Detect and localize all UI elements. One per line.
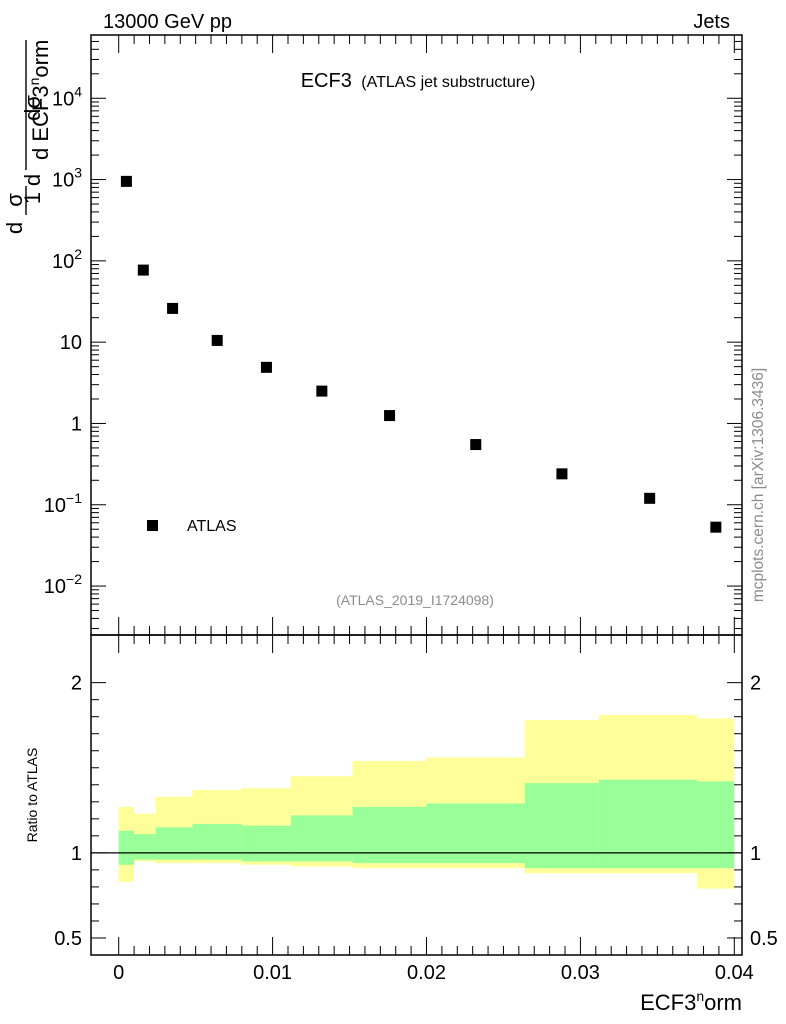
ylabel-ecf3: d ECF3 <box>28 85 53 160</box>
main-plot-frame <box>90 34 743 636</box>
ylabel-sigma-den: σ <box>2 193 27 207</box>
legend: ATLAS <box>147 518 237 535</box>
stat-uncertainty-band <box>118 830 135 865</box>
data-point <box>470 439 482 451</box>
legend-marker <box>147 520 158 531</box>
x-axis-label: ECF3norm <box>640 988 742 1015</box>
ylabel-d-num: d <box>20 174 45 186</box>
x-ticks <box>118 35 735 955</box>
y-tick-base: 10 <box>52 170 74 192</box>
stat-uncertainty-band <box>352 806 427 864</box>
y-tick-exponent: −1 <box>66 490 82 506</box>
data-point <box>260 361 272 373</box>
y-tick-base: 10 <box>52 251 74 273</box>
x-tick-label: 0.03 <box>561 962 600 984</box>
data-point <box>211 334 223 346</box>
data-point <box>384 410 396 422</box>
ratio-y-axis-label: Ratio to ATLAS <box>24 748 40 843</box>
y-tick-label: 1 <box>71 413 82 435</box>
ylabel-dsigma: dσ <box>20 95 45 121</box>
ratio-y-tick-label-left: 0.5 <box>54 928 82 950</box>
data-point <box>316 385 328 397</box>
ylabel-d-prefix: d <box>2 222 27 234</box>
x-tick-label: 0.02 <box>407 962 446 984</box>
ratio-y-tick-label-right: 1 <box>750 843 761 865</box>
ratio-y-tick-label-left: 2 <box>71 673 82 695</box>
stat-uncertainty-band <box>598 779 698 869</box>
y-tick-label: 10−2 <box>44 571 82 598</box>
ratio-y-tick-label-right: 0.5 <box>750 928 778 950</box>
chart-subtitle: (ATLAS jet substructure) <box>361 74 535 91</box>
data-point <box>120 175 132 187</box>
stat-uncertainty-band <box>426 803 525 864</box>
ratio-y-tick-labels: 0.5 0.5 1 1 2 2 <box>54 673 778 950</box>
data-point <box>137 264 149 276</box>
x-tick-label: 0.01 <box>253 962 292 984</box>
stat-uncertainty-band <box>525 783 599 869</box>
ratio-y-ticks <box>91 682 742 939</box>
y-tick-base: 10 <box>44 576 66 598</box>
y-tick-exponent: 4 <box>74 83 82 99</box>
stat-uncertainty-band <box>155 827 193 860</box>
y-tick-exponent: 2 <box>74 246 82 262</box>
data-point <box>167 302 179 314</box>
ratio-y-tick-label-left: 1 <box>71 843 82 865</box>
data-points <box>120 175 722 533</box>
xlabel-ecf3: ECF3 <box>640 990 696 1015</box>
ratio-bands <box>118 715 735 889</box>
x-tick-labels: 0 0.01 0.02 0.03 0.04 <box>113 962 754 984</box>
y-tick-exponent: −2 <box>66 571 82 587</box>
data-point <box>556 468 568 480</box>
y-tick-label: 104 <box>52 83 82 110</box>
legend-label: ATLAS <box>187 518 237 535</box>
stat-uncertainty-band <box>192 823 242 860</box>
main-y-ticks <box>91 34 742 630</box>
main-y-axis-label: 1 d dσ σ d d ECF3norm <box>2 40 53 234</box>
stat-uncertainty-band <box>291 815 353 862</box>
y-tick-label: 102 <box>52 246 82 273</box>
analysis-label: (ATLAS_2019_I1724098) <box>336 592 494 608</box>
ratio-plot-frame <box>90 634 743 956</box>
stat-uncertainty-band <box>134 834 156 860</box>
y-tick-exponent: 3 <box>74 165 82 181</box>
data-point <box>710 521 722 533</box>
chart-title: ECF3 (ATLAS jet substructure) <box>301 70 536 92</box>
y-tick-base: 10 <box>60 332 82 354</box>
ylabel-denominator: d ECF3norm <box>26 40 53 160</box>
energy-label: 13000 GeV pp <box>103 11 232 33</box>
stat-uncertainty-band <box>241 825 292 862</box>
ratio-y-tick-label-right: 2 <box>750 673 761 695</box>
data-point <box>644 492 656 504</box>
y-tick-base: 1 <box>71 413 82 435</box>
stat-uncertainty-band <box>697 781 735 869</box>
ylabel-orm: orm <box>28 40 53 78</box>
process-label: Jets <box>693 11 730 33</box>
y-tick-base: 10 <box>44 495 66 517</box>
xlabel-orm: orm <box>704 990 742 1015</box>
y-tick-label: 10 <box>60 332 82 354</box>
source-label: mcplots.cern.ch [arXiv:1306.3436] <box>750 368 767 602</box>
xlabel-sup-n: n <box>696 988 704 1004</box>
x-tick-label: 0.04 <box>715 962 754 984</box>
chart-title-main: ECF3 <box>301 70 352 92</box>
y-tick-label: 103 <box>52 165 82 192</box>
ylabel-sup-n: n <box>26 78 42 86</box>
y-tick-label: 10−1 <box>44 490 82 517</box>
x-tick-label: 0 <box>113 962 124 984</box>
y-tick-base: 10 <box>52 88 74 110</box>
